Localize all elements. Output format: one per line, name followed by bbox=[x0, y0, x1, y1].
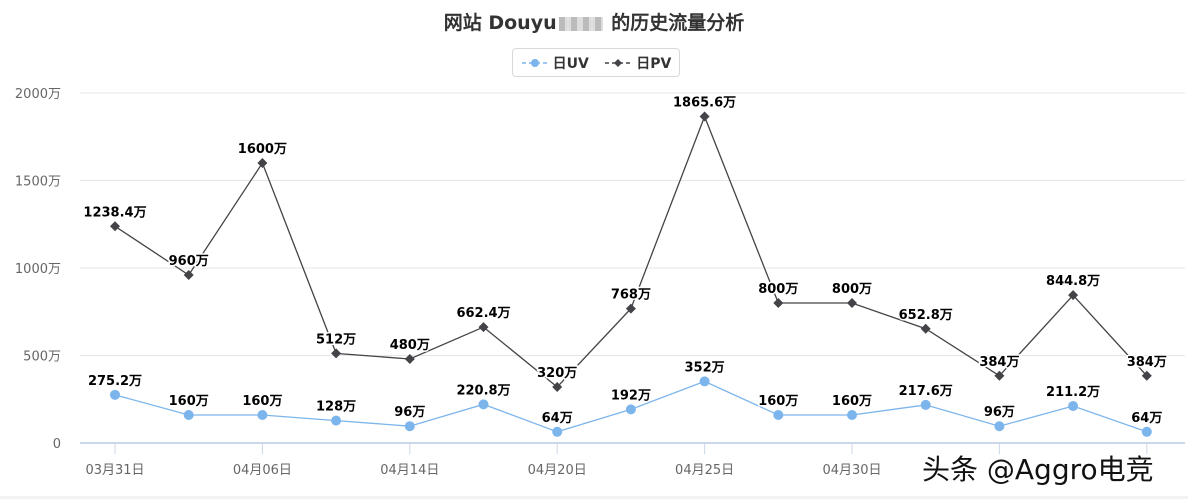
data-point-diamond[interactable] bbox=[110, 221, 120, 232]
data-point-circle[interactable] bbox=[699, 376, 710, 387]
chart-title: 网站 Douyu 的历史流量分析 bbox=[0, 8, 1188, 35]
data-point-circle[interactable] bbox=[847, 410, 857, 420]
data-point-circle[interactable] bbox=[1141, 426, 1152, 437]
data-label: 652.8万 bbox=[899, 308, 953, 323]
redacted-block bbox=[558, 16, 603, 31]
data-label: 352万 bbox=[685, 360, 725, 375]
data-point-diamond[interactable] bbox=[331, 348, 342, 359]
data-label: 220.8万 bbox=[456, 383, 510, 398]
x-tick-label: 03月31日 bbox=[85, 463, 144, 478]
data-label: 160万 bbox=[832, 394, 872, 409]
data-point-diamond[interactable] bbox=[552, 382, 563, 392]
data-label: 64万 bbox=[542, 411, 573, 426]
data-point-diamond[interactable] bbox=[699, 111, 710, 122]
watermark: 头条 @Aggro电竞 bbox=[922, 453, 1154, 486]
data-label: 1238.4万 bbox=[83, 205, 146, 220]
data-point-circle[interactable] bbox=[625, 404, 636, 415]
footer-band bbox=[0, 496, 1188, 499]
y-tick-label: 1000万 bbox=[15, 262, 61, 277]
data-label: 128万 bbox=[316, 400, 356, 415]
title-suffix: 的历史流量分析 bbox=[611, 12, 745, 34]
data-label: 160万 bbox=[242, 394, 282, 409]
y-tick-label: 0 bbox=[53, 437, 61, 452]
y-tick-label: 1500万 bbox=[15, 175, 61, 190]
diamond-marker-icon bbox=[605, 58, 632, 67]
data-label: 1865.6万 bbox=[673, 96, 736, 111]
x-tick-label: 04月06日 bbox=[233, 463, 292, 478]
data-label: 192万 bbox=[611, 388, 651, 403]
data-label: 64万 bbox=[1131, 411, 1162, 426]
data-point-circle[interactable] bbox=[552, 426, 563, 437]
legend-item-uv[interactable]: 日UV bbox=[521, 53, 589, 73]
legend-label-uv: 日UV bbox=[552, 55, 589, 72]
data-point-circle[interactable] bbox=[257, 410, 268, 420]
data-point-circle[interactable] bbox=[1068, 401, 1079, 412]
data-label: 320万 bbox=[537, 366, 577, 381]
data-point-circle[interactable] bbox=[183, 410, 194, 420]
title-prefix: 网站 Douyu bbox=[443, 12, 557, 34]
data-label: 160万 bbox=[169, 394, 209, 409]
legend-item-pv[interactable]: 日PV bbox=[604, 53, 671, 73]
data-point-diamond[interactable] bbox=[1141, 370, 1152, 381]
data-point-circle[interactable] bbox=[920, 399, 931, 410]
x-tick-label: 04月30日 bbox=[822, 463, 881, 478]
data-label: 1600万 bbox=[238, 142, 287, 157]
y-tick-label: 2000万 bbox=[15, 87, 61, 102]
data-label: 512万 bbox=[316, 332, 356, 347]
x-tick-label: 04月14日 bbox=[380, 463, 439, 478]
data-label: 960万 bbox=[169, 254, 209, 269]
data-label: 275.2万 bbox=[88, 374, 142, 389]
data-label: 96万 bbox=[394, 405, 425, 420]
data-point-diamond[interactable] bbox=[183, 270, 194, 280]
data-point-diamond[interactable] bbox=[994, 370, 1005, 381]
data-label: 384万 bbox=[1127, 355, 1167, 370]
data-label: 384万 bbox=[979, 355, 1019, 370]
data-point-diamond[interactable] bbox=[478, 322, 489, 333]
data-label: 800万 bbox=[832, 282, 872, 297]
data-point-circle[interactable] bbox=[773, 410, 784, 420]
y-tick-label: 500万 bbox=[23, 350, 61, 365]
x-tick-label: 04月25日 bbox=[675, 463, 734, 478]
data-label: 480万 bbox=[390, 338, 430, 353]
x-tick-label: 04月20日 bbox=[528, 463, 587, 478]
data-label: 211.2万 bbox=[1046, 385, 1100, 400]
data-point-diamond[interactable] bbox=[1068, 290, 1079, 301]
data-label: 160万 bbox=[758, 394, 798, 409]
data-label: 844.8万 bbox=[1046, 274, 1100, 289]
data-point-diamond[interactable] bbox=[847, 298, 857, 308]
data-point-diamond[interactable] bbox=[404, 354, 415, 364]
data-point-circle[interactable] bbox=[110, 389, 120, 400]
data-point-circle[interactable] bbox=[478, 399, 489, 410]
series-line bbox=[114, 114, 1148, 388]
data-point-diamond[interactable] bbox=[625, 303, 636, 314]
data-label: 662.4万 bbox=[456, 306, 510, 321]
data-point-diamond[interactable] bbox=[773, 298, 784, 308]
data-label: 96万 bbox=[984, 405, 1015, 420]
data-point-circle[interactable] bbox=[404, 421, 415, 432]
circle-marker-icon bbox=[521, 58, 548, 67]
data-label: 768万 bbox=[611, 288, 651, 303]
data-label: 800万 bbox=[758, 282, 798, 297]
data-point-circle[interactable] bbox=[331, 415, 342, 426]
data-point-diamond[interactable] bbox=[920, 323, 931, 334]
data-point-circle[interactable] bbox=[994, 421, 1005, 432]
data-point-diamond[interactable] bbox=[257, 158, 268, 168]
legend-label-pv: 日PV bbox=[636, 55, 672, 72]
data-label: 217.6万 bbox=[899, 384, 953, 399]
chart-legend: 日UV 日PV bbox=[512, 48, 680, 77]
